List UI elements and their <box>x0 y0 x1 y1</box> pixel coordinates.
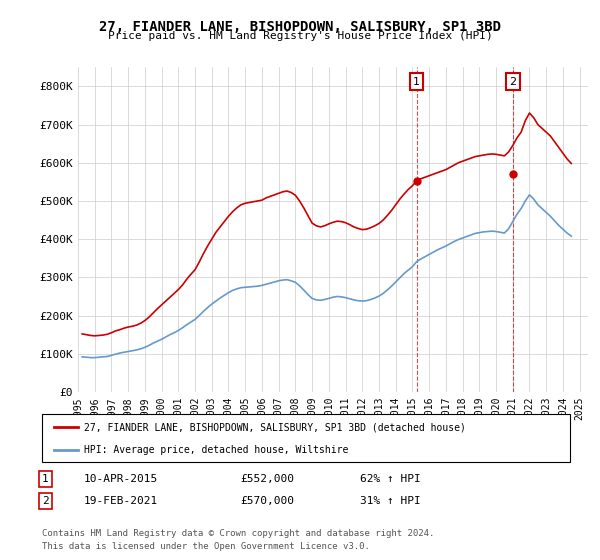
Text: Price paid vs. HM Land Registry's House Price Index (HPI): Price paid vs. HM Land Registry's House … <box>107 31 493 41</box>
Text: 27, FIANDER LANE, BISHOPDOWN, SALISBURY, SP1 3BD (detached house): 27, FIANDER LANE, BISHOPDOWN, SALISBURY,… <box>84 422 466 432</box>
Text: £570,000: £570,000 <box>240 496 294 506</box>
Text: 62% ↑ HPI: 62% ↑ HPI <box>360 474 421 484</box>
Text: 2: 2 <box>42 496 49 506</box>
Text: This data is licensed under the Open Government Licence v3.0.: This data is licensed under the Open Gov… <box>42 542 370 551</box>
Text: 19-FEB-2021: 19-FEB-2021 <box>84 496 158 506</box>
Text: HPI: Average price, detached house, Wiltshire: HPI: Average price, detached house, Wilt… <box>84 445 349 455</box>
Text: Contains HM Land Registry data © Crown copyright and database right 2024.: Contains HM Land Registry data © Crown c… <box>42 529 434 538</box>
Text: £552,000: £552,000 <box>240 474 294 484</box>
Text: 10-APR-2015: 10-APR-2015 <box>84 474 158 484</box>
Text: 1: 1 <box>413 77 420 87</box>
Text: 31% ↑ HPI: 31% ↑ HPI <box>360 496 421 506</box>
Text: 27, FIANDER LANE, BISHOPDOWN, SALISBURY, SP1 3BD: 27, FIANDER LANE, BISHOPDOWN, SALISBURY,… <box>99 20 501 34</box>
Text: 1: 1 <box>42 474 49 484</box>
Text: 2: 2 <box>509 77 517 87</box>
